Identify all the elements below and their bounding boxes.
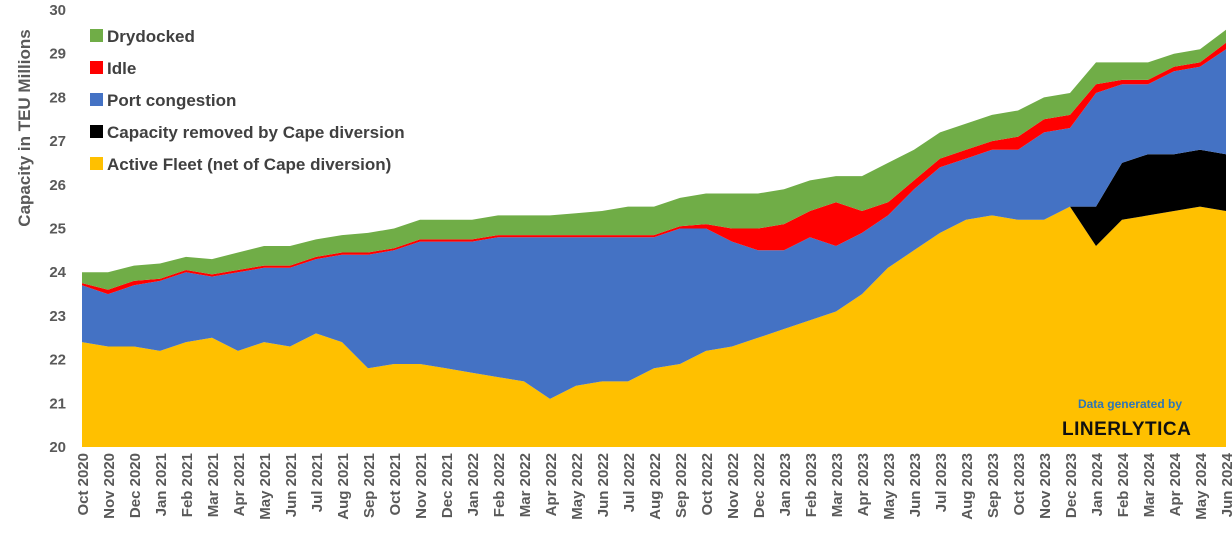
x-tick-label: Oct 2022 [699,453,716,516]
x-tick-label: Sep 2021 [361,453,378,518]
x-tick-label: Jan 2021 [153,453,170,516]
legend-label: Port congestion [107,91,236,110]
data-credit: Data generated by LINERLYTICA [1062,397,1191,440]
x-tick-label: Mar 2024 [1141,452,1158,517]
x-tick-label: Apr 2024 [1167,452,1184,516]
legend-label: Drydocked [107,27,195,46]
x-tick-label: Jul 2023 [933,453,950,512]
y-axis-label: Capacity in TEU Millions [15,29,34,226]
x-tick-label: Sep 2023 [985,453,1002,518]
y-tick-label: 21 [49,395,66,412]
legend-swatch [90,93,103,106]
x-tick-label: Nov 2021 [413,453,430,519]
x-tick-label: Dec 2023 [1063,453,1080,518]
y-tick-label: 30 [49,2,66,19]
x-tick-label: May 2021 [257,453,274,520]
x-tick-label: Jan 2023 [777,453,794,516]
x-tick-label: Jun 2023 [907,453,924,517]
x-tick-label: Jun 2024 [1219,452,1232,517]
x-tick-label: Jun 2022 [595,453,612,517]
x-tick-label: Aug 2021 [335,453,352,520]
x-tick-label: Mar 2023 [829,453,846,517]
x-tick-label: Dec 2021 [439,453,456,518]
x-tick-label: Feb 2022 [491,453,508,517]
x-tick-label: Feb 2024 [1115,452,1132,517]
area-drydocked [82,29,1226,290]
x-tick-label: Aug 2023 [959,453,976,520]
x-tick-label: Apr 2022 [543,453,560,516]
x-tick-label: May 2023 [881,453,898,520]
x-tick-label: Oct 2023 [1011,453,1028,516]
credit-line-1: Data generated by [1078,397,1182,411]
y-axis-ticks: 20 21 22 23 24 25 26 27 28 29 30 [49,2,66,456]
y-tick-label: 26 [49,177,66,194]
x-tick-label: Dec 2020 [127,453,144,518]
x-tick-label: Oct 2020 [75,453,92,516]
y-tick-label: 22 [49,352,66,369]
x-tick-label: May 2022 [569,453,586,520]
legend-label: Active Fleet (net of Cape diversion) [107,155,391,174]
x-tick-label: Jul 2022 [621,453,638,512]
y-tick-label: 29 [49,46,66,63]
legend: Drydocked Idle Port congestion Capacity rem… [90,27,405,174]
x-tick-label: Sep 2022 [673,453,690,518]
x-tick-label: Nov 2020 [101,453,118,519]
x-tick-label: May 2024 [1193,452,1210,519]
x-tick-label: Nov 2023 [1037,453,1054,519]
area-port-congestion [82,49,1226,399]
x-tick-label: Nov 2022 [725,453,742,519]
x-tick-label: Mar 2022 [517,453,534,517]
x-tick-label: Jun 2021 [283,453,300,517]
x-tick-label: Aug 2022 [647,453,664,520]
legend-label: Idle [107,59,136,78]
x-tick-label: Dec 2022 [751,453,768,518]
legend-label: Capacity removed by Cape diversion [107,123,405,142]
x-tick-label: Mar 2021 [205,453,222,517]
y-tick-label: 27 [49,133,66,150]
y-tick-label: 23 [49,308,66,325]
y-tick-label: 24 [49,264,66,281]
x-tick-label: Apr 2023 [855,453,872,516]
legend-swatch [90,61,103,74]
x-tick-label: Apr 2021 [231,453,248,516]
y-tick-label: 20 [49,439,66,456]
x-axis-ticks: Oct 2020 Nov 2020 Dec 2020 Jan 2021 Feb 2021… [75,452,1232,519]
credit-logo-text: LINERLYTICA [1062,419,1191,440]
area-active-fleet-net-of-cape-diversion [82,206,1226,447]
y-tick-label: 25 [49,221,66,238]
x-tick-label: Jan 2024 [1089,452,1106,516]
x-tick-label: Feb 2023 [803,453,820,517]
x-tick-label: Jan 2022 [465,453,482,516]
y-tick-label: 28 [49,89,66,106]
legend-swatch [90,157,103,170]
x-tick-label: Oct 2021 [387,453,404,516]
x-tick-label: Jul 2021 [309,453,326,512]
legend-swatch [90,29,103,42]
plot-areas [82,29,1226,447]
legend-swatch [90,125,103,138]
x-tick-label: Feb 2021 [179,453,196,517]
